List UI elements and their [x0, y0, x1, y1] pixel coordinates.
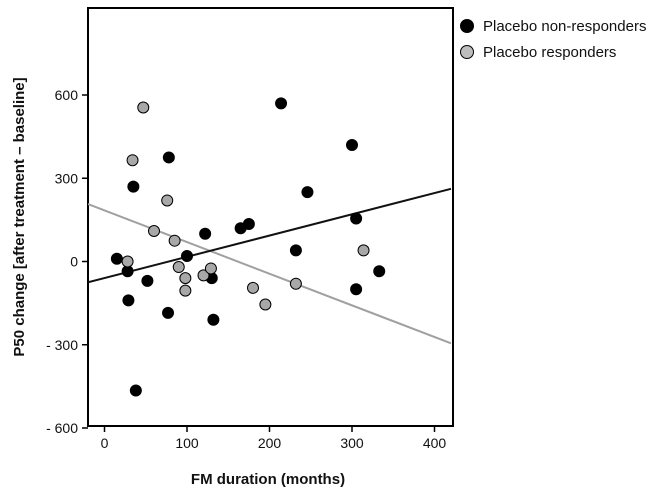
x-tick-label: 100 [175, 435, 199, 451]
point-responder [168, 234, 181, 247]
point-non-responder [207, 313, 220, 326]
point-non-responder [110, 252, 123, 265]
point-non-responder [373, 265, 386, 278]
point-non-responder [122, 294, 135, 307]
point-responder [179, 284, 192, 297]
point-responder [357, 244, 370, 257]
point-responder [148, 224, 160, 237]
point-non-responder [346, 138, 358, 151]
legend-label-non-responders: Placebo non-responders [483, 18, 646, 35]
point-responder [204, 262, 217, 275]
x-tick-label: 0 [101, 435, 109, 451]
point-responder [161, 194, 174, 207]
x-axis-ticks: 0 100 200 300 400 [101, 426, 447, 451]
point-non-responder [129, 384, 142, 397]
point-non-responder [242, 218, 255, 231]
point-non-responder [275, 97, 288, 110]
point-non-responder [181, 249, 193, 262]
point-non-responder [199, 227, 212, 240]
plot-frame [87, 7, 454, 427]
point-non-responder [301, 186, 314, 199]
point-responder [197, 269, 210, 282]
data-points [110, 97, 386, 397]
y-axis-ticks: - 600 - 300 0 300 600 [46, 87, 88, 436]
point-responder [179, 272, 192, 285]
point-responder [121, 255, 134, 268]
point-non-responder [162, 151, 175, 164]
x-tick-label: 300 [340, 435, 364, 451]
y-tick-label: - 300 [46, 337, 78, 353]
x-tick-label: 200 [258, 435, 282, 451]
legend-marker-responders [460, 45, 474, 59]
x-axis-title: FM duration (months) [191, 471, 345, 488]
point-non-responder [162, 306, 175, 319]
trend-line-non-responders [88, 187, 452, 284]
legend-marker-non-responders [460, 19, 474, 33]
trend-lines [88, 187, 452, 345]
y-tick-label: 600 [55, 87, 79, 103]
point-non-responder [289, 244, 302, 257]
point-responder [247, 281, 259, 294]
x-tick-label: 400 [423, 435, 447, 451]
trend-line-responders [88, 203, 452, 345]
point-responder [126, 154, 139, 167]
point-non-responder [141, 274, 154, 287]
point-responder [259, 298, 272, 311]
point-responder [172, 261, 185, 274]
y-tick-label: - 600 [46, 420, 78, 436]
point-responder [289, 277, 302, 290]
point-responder [137, 101, 150, 114]
point-non-responder [350, 283, 363, 296]
point-non-responder [350, 212, 363, 225]
legend-label-responders: Placebo responders [483, 44, 616, 61]
legend: Placebo non-responders Placebo responder… [460, 18, 646, 61]
y-axis-title: P50 change [after treatment – baseline] [11, 77, 28, 356]
point-non-responder [127, 180, 140, 193]
y-tick-label: 0 [70, 254, 78, 270]
y-tick-label: 300 [55, 170, 79, 186]
